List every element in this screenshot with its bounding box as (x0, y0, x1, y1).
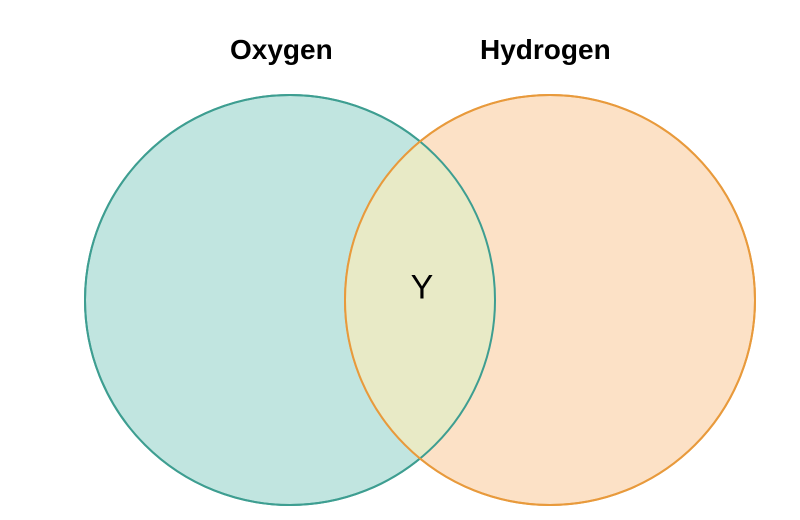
intersection-label: Y (411, 269, 434, 308)
right-circle-label: Hydrogen (480, 34, 611, 66)
left-circle-label: Oxygen (230, 34, 333, 66)
venn-diagram: Oxygen Hydrogen Y (0, 0, 800, 520)
venn-svg (0, 0, 800, 520)
